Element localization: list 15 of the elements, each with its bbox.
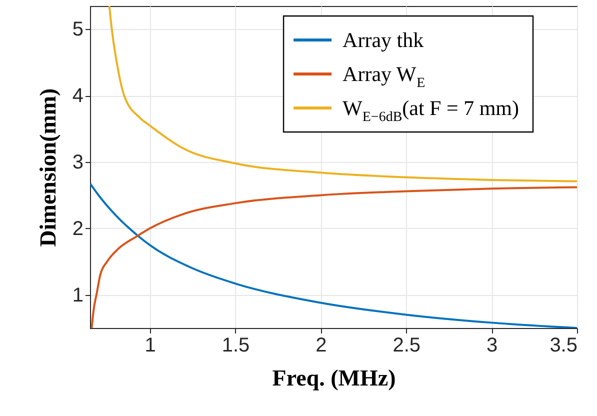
y-axis-title: Dimension(mm)	[35, 88, 60, 247]
x-tick-label: 1.5	[222, 334, 250, 356]
x-tick-label: 1	[144, 334, 156, 356]
y-tick-label: 3	[72, 152, 84, 174]
x-tick-label: 3.5	[550, 334, 578, 356]
y-tick-label: 1	[72, 284, 84, 306]
line-series	[108, 6, 577, 182]
x-tick-label: 3	[486, 334, 498, 356]
legend-label: Array thk	[342, 28, 424, 52]
x-axis-title: Freq. (MHz)	[272, 366, 396, 390]
y-tick-label: 5	[72, 18, 84, 41]
y-tick-label: 2	[72, 218, 84, 240]
x-tick-label: 2.5	[392, 334, 421, 356]
y-tick-label: 4	[72, 85, 84, 108]
x-tick-label: 2	[316, 334, 327, 356]
